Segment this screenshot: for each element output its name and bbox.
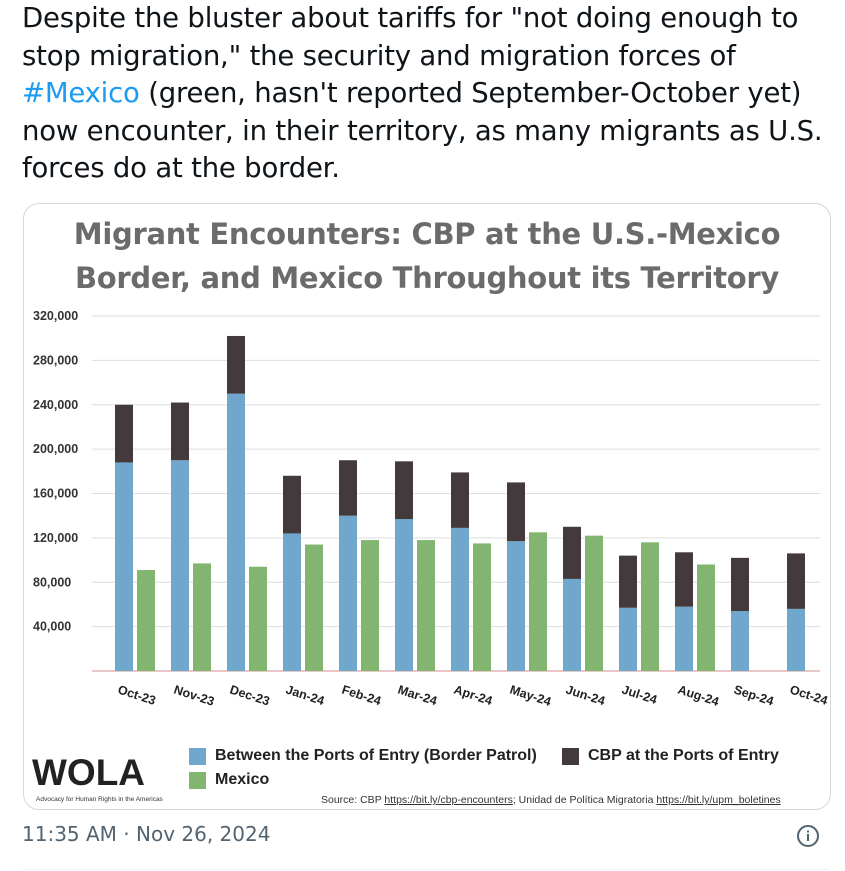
y-tick-label: 40,000: [33, 620, 71, 634]
legend-label-between-ports: Between the Ports of Entry (Border Patro…: [215, 747, 537, 764]
bar-ports-of-entry: [507, 482, 525, 542]
y-tick-label: 320,000: [33, 309, 78, 323]
x-tick-label: Oct-23: [116, 683, 157, 708]
tweet-text: Despite the bluster about tariffs for "n…: [22, 0, 834, 188]
y-tick-label: 120,000: [33, 531, 78, 545]
x-tick-label: Dec-23: [228, 683, 271, 709]
legend-label-ports-of-entry: CBP at the Ports of Entry: [588, 747, 779, 764]
hashtag-link[interactable]: #Mexico: [22, 77, 140, 109]
bar-between-ports: [339, 515, 357, 671]
bar-mexico: [193, 563, 211, 671]
bar-chart: 40,000 80,000 120,000 160,000 200,000 240,000…: [33, 309, 829, 709]
bar-mexico: [585, 535, 603, 671]
tweet-timestamp[interactable]: 11:35 AM · Nov 26, 2024: [22, 822, 271, 846]
bar-between-ports: [563, 578, 581, 671]
source-link-cbp: https://bit.ly/cbp-encounters: [384, 794, 513, 806]
bar-between-ports: [115, 462, 133, 671]
bar-mexico: [473, 543, 491, 671]
wola-tagline: Advocacy for Human Rights in the America…: [36, 796, 163, 803]
legend-swatch-mexico: [189, 771, 206, 789]
legend-swatch-between-ports: [189, 747, 206, 765]
x-tick-label: Apr-24: [452, 683, 494, 709]
bar-between-ports: [507, 541, 525, 671]
bar-between-ports: [395, 519, 413, 671]
bar-mexico: [361, 540, 379, 671]
x-tick-label: Nov-23: [172, 683, 216, 709]
bar-between-ports: [619, 607, 637, 671]
x-tick-label: Aug-24: [676, 683, 721, 709]
x-tick-label: Oct-24: [788, 683, 829, 708]
bar-mexico: [641, 542, 659, 671]
x-tick-label: Feb-24: [340, 683, 383, 709]
bar-mexico: [529, 532, 547, 671]
bar-ports-of-entry: [619, 555, 637, 608]
bar-ports-of-entry: [171, 402, 189, 461]
x-tick-label: Mar-24: [396, 683, 439, 709]
y-tick-label: 200,000: [33, 442, 78, 456]
legend-item-mexico: Mexico: [189, 771, 269, 789]
bar-mexico: [249, 566, 267, 671]
source-link-upm: https://bit.ly/upm_boletines: [656, 794, 781, 806]
y-tick-label: 280,000: [33, 353, 78, 367]
legend-label-mexico: Mexico: [215, 771, 270, 788]
bar-between-ports: [731, 611, 749, 671]
bar-ports-of-entry: [395, 461, 413, 520]
bar-between-ports: [283, 533, 301, 671]
bar-between-ports: [171, 460, 189, 671]
bar-mexico: [305, 544, 323, 671]
tweet-text-part1: Despite the bluster about tariffs for "n…: [22, 2, 799, 72]
chart-title-line1: Migrant Encounters: CBP at the U.S.-Mexi…: [73, 217, 781, 251]
chart-title: Migrant Encounters: CBP at the U.S.-Mexi…: [24, 212, 830, 300]
tweet-media-image[interactable]: Migrant Encounters: CBP at the U.S.-Mexi…: [23, 203, 831, 810]
wola-logo: WOLA: [32, 752, 146, 793]
y-tick-label: 240,000: [33, 398, 78, 412]
bar-ports-of-entry: [451, 472, 469, 528]
y-tick-label: 160,000: [33, 487, 78, 501]
legend-swatch-ports-of-entry: [562, 747, 579, 765]
bar-between-ports: [675, 606, 693, 671]
x-tick-label: May-24: [508, 683, 553, 709]
bar-mexico: [137, 570, 155, 671]
bar-ports-of-entry: [787, 553, 805, 609]
bar-between-ports: [227, 393, 245, 671]
x-tick-label: Jul-24: [620, 683, 659, 707]
source-prefix: Source: CBP: [321, 794, 385, 806]
bar-ports-of-entry: [283, 475, 301, 534]
legend-item-between-ports: Between the Ports of Entry (Border Patro…: [189, 747, 537, 765]
info-circle-icon[interactable]: [796, 824, 820, 848]
bar-between-ports: [787, 608, 805, 671]
bar-mexico: [697, 564, 715, 671]
bar-ports-of-entry: [339, 460, 357, 516]
bar-between-ports: [451, 527, 469, 671]
x-tick-label: Sep-24: [732, 683, 775, 709]
x-tick-label: Jan-24: [284, 683, 326, 709]
y-tick-label: 80,000: [33, 575, 71, 589]
bar-ports-of-entry: [675, 552, 693, 607]
bar-ports-of-entry: [227, 335, 245, 394]
tweet-text-part2: (green, hasn't reported September-Octobe…: [22, 77, 823, 184]
legend-item-ports-of-entry: CBP at the Ports of Entry: [562, 747, 779, 765]
bar-ports-of-entry: [731, 557, 749, 612]
source-note: Source: CBP https://bit.ly/cbp-encounter…: [321, 794, 781, 806]
source-mid: ; Unidad de Política Migratoria: [512, 794, 657, 806]
bar-ports-of-entry: [563, 526, 581, 579]
chart-title-line2: Border, and Mexico Throughout its Territ…: [75, 261, 779, 295]
bar-mexico: [417, 540, 435, 671]
x-tick-label: Jun-24: [564, 683, 607, 709]
tweet-divider: [22, 869, 828, 870]
bar-ports-of-entry: [115, 404, 133, 463]
